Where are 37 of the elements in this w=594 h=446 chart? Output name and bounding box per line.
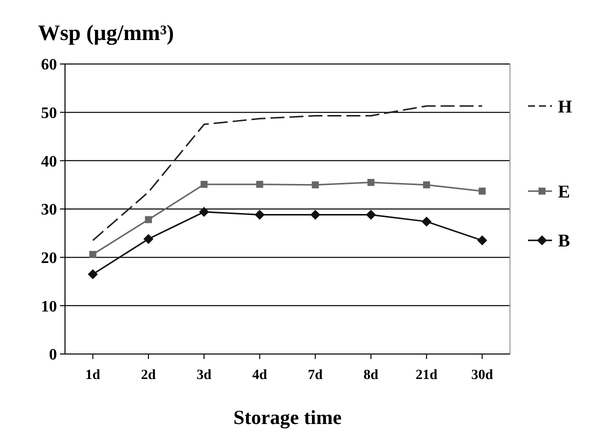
x-tick-label: 3d — [196, 368, 212, 383]
point — [256, 180, 264, 188]
line-series — [92, 105, 483, 242]
y-tick-label: 40 — [41, 153, 57, 170]
x-tick-label: 2d — [141, 368, 156, 383]
x-tick-label: 30d — [471, 368, 494, 383]
y-tick-label: 30 — [41, 202, 57, 219]
point — [367, 178, 374, 186]
y-tick-label: 20 — [41, 250, 57, 267]
legend-label: E — [558, 181, 570, 202]
point — [199, 206, 210, 217]
point — [254, 210, 265, 220]
point — [477, 235, 488, 246]
legend-label: H — [558, 96, 572, 116]
point — [310, 210, 320, 220]
point — [423, 181, 430, 188]
legend-label: B — [558, 230, 570, 251]
x-tick-label: 1d — [85, 368, 100, 383]
x-tick-label: 21d — [416, 368, 438, 383]
point — [422, 216, 432, 227]
y-tick-label: 60 — [41, 56, 57, 74]
y-tick-label: 50 — [41, 104, 57, 122]
x-tick-label: 7d — [308, 368, 323, 383]
y-tick-label: 10 — [41, 298, 57, 316]
chart-title: Wsp (µg/mm³) — [38, 20, 174, 45]
x-tick-label: 4d — [252, 368, 268, 383]
x-tick-label: 8d — [364, 368, 379, 383]
point — [143, 234, 154, 244]
y-tick-label: 0 — [49, 346, 57, 364]
x-axis-title: Storage time — [233, 407, 342, 429]
point — [366, 210, 376, 220]
point — [144, 216, 152, 224]
point — [478, 188, 486, 195]
point — [312, 181, 319, 188]
point — [89, 250, 96, 258]
point — [88, 269, 98, 280]
point — [200, 180, 208, 188]
